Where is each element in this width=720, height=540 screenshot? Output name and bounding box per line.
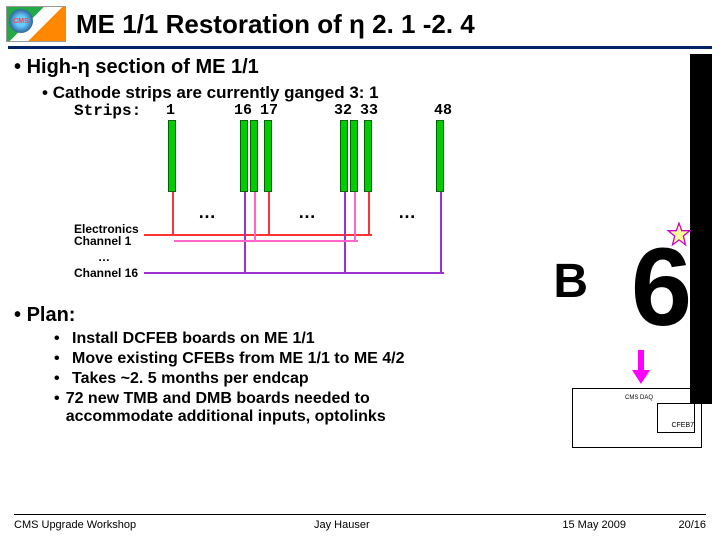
tiny-label: CMS DAQ bbox=[625, 395, 653, 402]
strip-num-48: 48 bbox=[434, 102, 452, 119]
strip-num-33: 33 bbox=[360, 102, 378, 119]
right-graphic: B 6 CMS DAQ CFEB7 bbox=[512, 54, 712, 474]
wire bbox=[344, 192, 346, 274]
wire bbox=[174, 240, 358, 242]
wire bbox=[368, 192, 370, 236]
cms-logo: CMS bbox=[6, 6, 66, 42]
footer: CMS Upgrade Workshop Jay Hauser 15 May 2… bbox=[14, 514, 706, 534]
plan-item: •Takes ~2. 5 months per endcap bbox=[54, 370, 474, 388]
strip-num-32: 32 bbox=[334, 102, 352, 119]
channel16-label: Channel 16 bbox=[74, 266, 138, 280]
strip-num-1: 1 bbox=[166, 102, 175, 119]
strip-diagram: Strips: 1 16 17 32 33 48 … … … bbox=[74, 102, 484, 292]
title-underline bbox=[8, 46, 712, 49]
dots: … bbox=[398, 202, 416, 223]
strip-bar bbox=[436, 120, 444, 192]
strip-bar bbox=[240, 120, 248, 192]
cms-logo-text: CMS bbox=[9, 9, 33, 33]
channel1-label-b: Channel 1 bbox=[74, 234, 131, 248]
wire bbox=[144, 272, 444, 274]
footer-date: 15 May 2009 bbox=[562, 519, 626, 531]
footer-center: Jay Hauser bbox=[314, 519, 370, 531]
plan-item: •72 new TMB and DMB boards needed to acc… bbox=[54, 390, 474, 426]
plan-item: •Move existing CFEBs from ME 1/1 to ME 4… bbox=[54, 350, 474, 368]
footer-page: 20/16 bbox=[678, 519, 706, 531]
strips-label: Strips: bbox=[74, 102, 141, 120]
strip-num-16: 16 bbox=[234, 102, 252, 119]
cfeb-box: CFEB7 bbox=[657, 403, 695, 433]
strip-bar bbox=[250, 120, 258, 192]
slide: { "logo_text": "CMS", "title": "ME 1/1 R… bbox=[0, 0, 720, 540]
wire bbox=[172, 192, 174, 236]
wire bbox=[144, 234, 164, 236]
wire bbox=[254, 192, 256, 242]
strip-bar bbox=[340, 120, 348, 192]
plan-list: •Install DCFEB boards on ME 1/1 •Move ex… bbox=[54, 330, 474, 428]
arrow-down-icon bbox=[632, 350, 650, 384]
wire bbox=[162, 234, 372, 236]
dots: … bbox=[198, 202, 216, 223]
bullet-high-eta-text: High-η section of ME 1/1 bbox=[27, 56, 259, 78]
strip-bar bbox=[350, 120, 358, 192]
dots: … bbox=[298, 202, 316, 223]
plan-item-text: Takes ~2. 5 months per endcap bbox=[72, 370, 309, 388]
strip-bar bbox=[168, 120, 176, 192]
big6-number: 6 bbox=[631, 224, 688, 351]
bullet-plan: • Plan: bbox=[14, 304, 75, 327]
board-box: CMS DAQ CFEB7 bbox=[572, 388, 702, 448]
strip-bar bbox=[364, 120, 372, 192]
strip-num-17: 17 bbox=[260, 102, 278, 119]
bullet-cathode-text: Cathode strips are currently ganged 3: 1 bbox=[53, 83, 379, 102]
channel-dots: … bbox=[98, 250, 110, 264]
title-bar: CMS ME 1/1 Restoration of η 2. 1 -2. 4 bbox=[6, 4, 714, 44]
wire bbox=[268, 192, 270, 236]
black-bar bbox=[690, 54, 712, 404]
wire bbox=[244, 192, 246, 274]
plan-item: •Install DCFEB boards on ME 1/1 bbox=[54, 330, 474, 348]
slide-title: ME 1/1 Restoration of η 2. 1 -2. 4 bbox=[76, 9, 475, 40]
big6-letter-prefix: B bbox=[553, 254, 588, 309]
plan-item-text: Install DCFEB boards on ME 1/1 bbox=[72, 330, 315, 348]
bullet-plan-text: Plan: bbox=[27, 304, 76, 326]
strip-bar bbox=[264, 120, 272, 192]
plan-item-text: Move existing CFEBs from ME 1/1 to ME 4/… bbox=[72, 350, 405, 368]
plan-item-text: 72 new TMB and DMB boards needed to acco… bbox=[66, 390, 474, 426]
wire bbox=[440, 192, 442, 274]
footer-left: CMS Upgrade Workshop bbox=[14, 519, 136, 531]
wire bbox=[354, 192, 356, 242]
